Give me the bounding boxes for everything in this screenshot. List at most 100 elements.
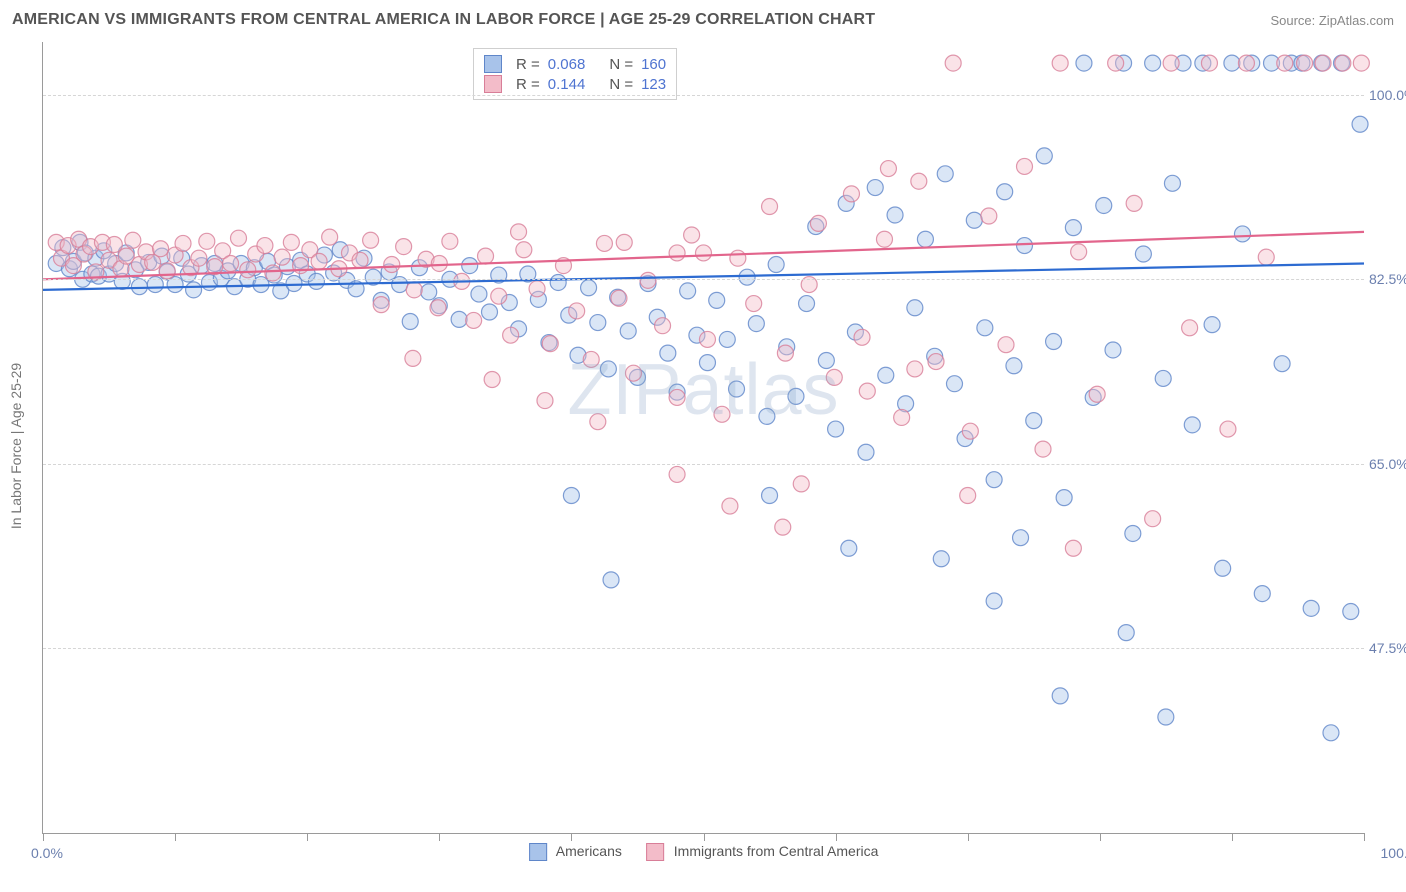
scatter-point (933, 551, 949, 567)
scatter-point (1352, 116, 1368, 132)
chart-title: AMERICAN VS IMMIGRANTS FROM CENTRAL AMER… (12, 11, 875, 29)
scatter-point (1220, 421, 1236, 437)
scatter-point (153, 241, 169, 257)
scatter-point (887, 207, 903, 223)
scatter-point (616, 234, 632, 250)
scatter-point (722, 498, 738, 514)
plot-area: ZIPatlas R = 0.068 N = 160 R = 0.144 N =… (42, 42, 1364, 834)
scatter-point (481, 304, 497, 320)
scatter-point (611, 290, 627, 306)
scatter-point (1076, 55, 1092, 71)
n-value-1: 160 (641, 56, 666, 73)
legend-item-1: Americans (529, 843, 622, 861)
scatter-point (223, 255, 239, 271)
scatter-point (1158, 709, 1174, 725)
scatter-point (405, 350, 421, 366)
y-axis-title: In Labor Force | Age 25-29 (8, 363, 24, 529)
scatter-point (402, 313, 418, 329)
scatter-point (859, 383, 875, 399)
scatter-point (878, 367, 894, 383)
stats-legend-box: R = 0.068 N = 160 R = 0.144 N = 123 (473, 48, 677, 100)
scatter-point (175, 235, 191, 251)
scatter-point (762, 488, 778, 504)
scatter-point (746, 296, 762, 312)
scatter-point (186, 282, 202, 298)
scatter-point (550, 274, 566, 290)
r-value-1: 0.068 (548, 56, 586, 73)
scatter-point (491, 288, 507, 304)
scatter-point (669, 466, 685, 482)
scatter-point (1065, 220, 1081, 236)
scatter-point (159, 263, 175, 279)
scatter-point (1353, 55, 1369, 71)
scatter-point (1108, 55, 1124, 71)
scatter-point (841, 540, 857, 556)
scatter-point (603, 572, 619, 588)
scatter-point (960, 488, 976, 504)
scatter-point (640, 272, 656, 288)
scatter-point (775, 519, 791, 535)
gridline-h (43, 95, 1364, 96)
scatter-point (583, 351, 599, 367)
scatter-point (1335, 55, 1351, 71)
scatter-point (876, 231, 892, 247)
scatter-point (1204, 317, 1220, 333)
scatter-point (451, 311, 467, 327)
scatter-point (793, 476, 809, 492)
swatch-series-2 (484, 75, 502, 93)
scatter-point (709, 292, 725, 308)
scatter-point (946, 376, 962, 392)
scatter-point (462, 258, 478, 274)
scatter-point (529, 281, 545, 297)
scatter-point (1065, 540, 1081, 556)
x-tick (307, 833, 308, 841)
scatter-point (516, 242, 532, 258)
scatter-point (471, 286, 487, 302)
swatch-legend-1 (529, 843, 547, 861)
gridline-h (43, 464, 1364, 465)
scatter-point (283, 234, 299, 250)
x-tick (704, 833, 705, 841)
chart-container: AMERICAN VS IMMIGRANTS FROM CENTRAL AMER… (0, 0, 1406, 892)
scatter-point (1052, 55, 1068, 71)
legend-item-2: Immigrants from Central America (646, 843, 879, 861)
scatter-point (699, 331, 715, 347)
scatter-point (363, 232, 379, 248)
scatter-point (810, 215, 826, 231)
x-tick (439, 833, 440, 841)
scatter-point (106, 236, 122, 252)
scatter-point (322, 229, 338, 245)
scatter-point (962, 423, 978, 439)
scatter-point (1026, 413, 1042, 429)
stats-row-1: R = 0.068 N = 160 (484, 55, 666, 73)
scatter-point (1126, 195, 1142, 211)
scatter-point (581, 280, 597, 296)
scatter-point (1323, 725, 1339, 741)
scatter-point (503, 327, 519, 343)
x-tick (1232, 833, 1233, 841)
scatter-point (937, 166, 953, 182)
scatter-point (1035, 441, 1051, 457)
scatter-point (714, 406, 730, 422)
scatter-point (719, 331, 735, 347)
scatter-point (1089, 386, 1105, 402)
scatter-point (894, 409, 910, 425)
scatter-point (669, 389, 685, 405)
scatter-point (442, 233, 458, 249)
scatter-point (739, 269, 755, 285)
gridline-h (43, 648, 1364, 649)
scatter-point (590, 315, 606, 331)
y-tick-label: 82.5% (1369, 271, 1406, 287)
scatter-point (699, 355, 715, 371)
scatter-point (799, 296, 815, 312)
source-label: Source: ZipAtlas.com (1270, 13, 1394, 28)
scatter-point (1254, 586, 1270, 602)
y-tick-label: 47.5% (1369, 640, 1406, 656)
scatter-point (1315, 55, 1331, 71)
scatter-point (308, 273, 324, 289)
scatter-point (669, 245, 685, 261)
scatter-point (1182, 320, 1198, 336)
scatter-point (1125, 525, 1141, 541)
scatter-point (596, 235, 612, 251)
scatter-point (1238, 55, 1254, 71)
